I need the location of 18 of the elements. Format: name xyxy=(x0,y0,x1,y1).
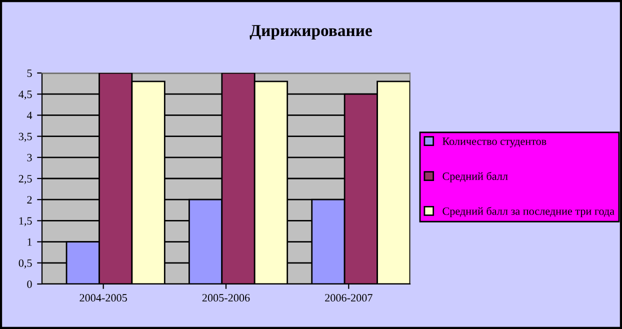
y-tick-label: 2 xyxy=(27,196,32,204)
y-tick-label: 3,5 xyxy=(18,132,32,142)
y-tick-label: 0 xyxy=(27,280,32,288)
x-tick-label: 2006-2007 xyxy=(325,294,372,302)
x-tick-label: 2005-2006 xyxy=(202,294,250,302)
y-tick-label: 3 xyxy=(27,154,32,162)
y-tick-label: 1,5 xyxy=(19,217,32,226)
x-tick-label: 2004-2005 xyxy=(80,294,127,302)
y-tick-label: 5 xyxy=(27,70,32,77)
legend-label: Количество студентов xyxy=(442,138,546,148)
chart-title: Дирижирование xyxy=(250,25,372,40)
y-tick-label: 0,5 xyxy=(18,259,32,268)
y-tick-label: 4,5 xyxy=(18,90,32,100)
y-tick-label: 1 xyxy=(28,238,32,246)
y-tick-label: 2,5 xyxy=(18,174,32,184)
legend-label: Средний балл за последние три года xyxy=(442,206,614,218)
y-tick-label: 4 xyxy=(26,112,32,120)
legend-label: Средний балл xyxy=(442,172,508,182)
